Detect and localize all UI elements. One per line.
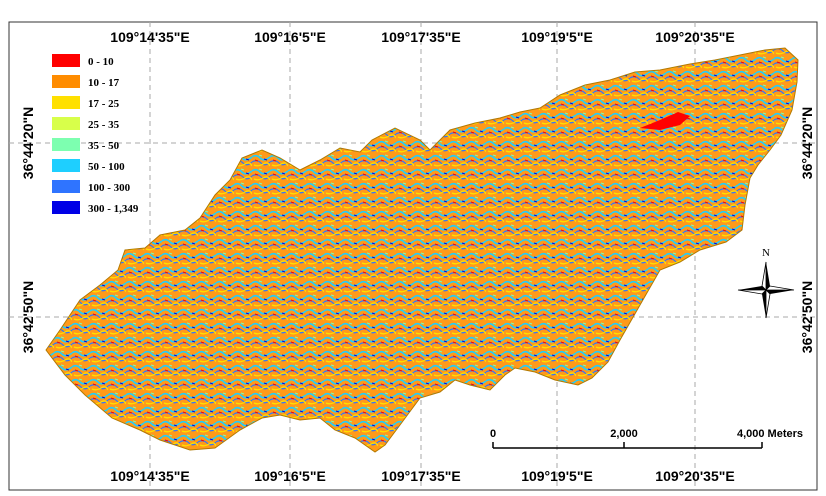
legend-swatch [52, 75, 80, 88]
lon-label-top: 109°14'35"E [110, 29, 189, 45]
legend-swatch [52, 54, 80, 67]
lon-label-top: 109°16'5"E [254, 29, 326, 45]
legend-swatch [52, 159, 80, 172]
legend-label: 35 - 50 [88, 140, 120, 152]
scale-bar [492, 442, 763, 449]
legend-label: 100 - 300 [88, 182, 131, 194]
lat-label-left: 36°44'20"N [20, 107, 36, 179]
legend: 0 - 10 10 - 17 17 - 25 25 - 35 35 - 50 50 - 1… [52, 54, 139, 215]
legend-label: 50 - 100 [88, 161, 125, 173]
lon-label-bottom: 109°16'5"E [254, 468, 326, 484]
legend-swatch [52, 201, 80, 214]
scale-label-0: 0 [490, 428, 496, 440]
lon-label-top: 109°19'5"E [521, 29, 593, 45]
lon-label-bottom: 109°20'35"E [655, 468, 734, 484]
legend-swatch [52, 180, 80, 193]
lon-label-top: 109°20'35"E [655, 29, 734, 45]
lon-label-bottom: 109°19'5"E [521, 468, 593, 484]
north-label: N [762, 247, 770, 259]
lat-label-left: 36°42'50"N [20, 281, 36, 353]
map-frame [8, 21, 818, 491]
legend-swatch [52, 117, 80, 130]
legend-label: 10 - 17 [88, 77, 120, 89]
legend-swatch [52, 138, 80, 151]
north-arrow-icon [737, 261, 795, 319]
legend-label: 0 - 10 [88, 56, 114, 68]
lat-label-right: 36°44'20"N [799, 107, 815, 179]
lon-label-top: 109°17'35"E [381, 29, 460, 45]
legend-swatch [52, 96, 80, 109]
legend-label: 25 - 35 [88, 119, 120, 131]
legend-label: 17 - 25 [88, 98, 120, 110]
watershed-slope-raster [45, 47, 799, 453]
scale-label-2000: 2,000 [610, 428, 638, 440]
lon-label-bottom: 109°14'35"E [110, 468, 189, 484]
legend-label: 300 - 1,349 [88, 203, 139, 215]
lon-label-bottom: 109°17'35"E [381, 468, 460, 484]
lat-label-right: 36°42'50"N [799, 281, 815, 353]
scale-label-4000: 4,000 Meters [737, 428, 803, 440]
low-slope-patch [640, 112, 690, 130]
